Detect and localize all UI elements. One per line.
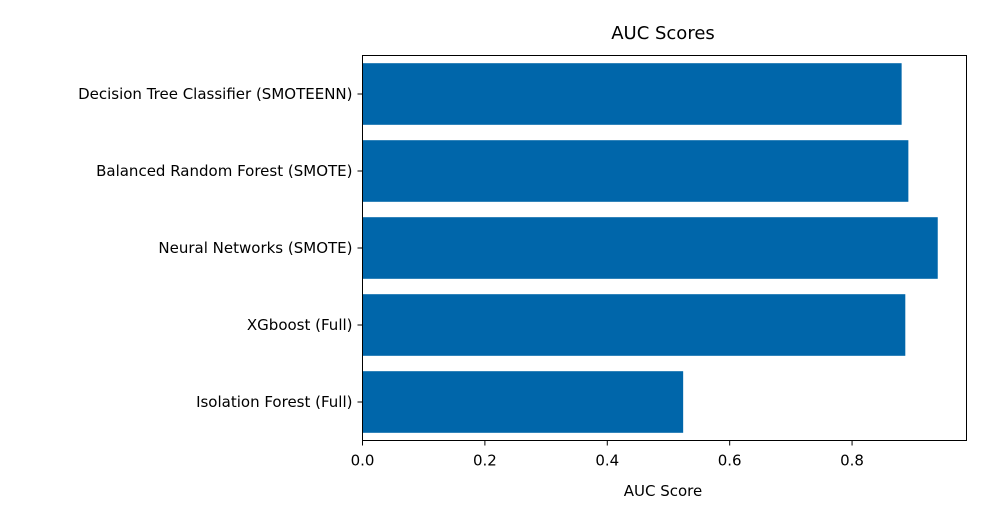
chart-title: AUC Scores: [611, 23, 715, 44]
y-tick-label: Balanced Random Forest (SMOTE): [96, 162, 352, 180]
x-axis-label: AUC Score: [624, 482, 703, 500]
y-tick-label: Decision Tree Classifier (SMOTEENN): [78, 85, 352, 103]
x-axis: 0.0 0.2 0.4 0.6 0.8: [351, 440, 864, 470]
x-tick-label: 0.8: [840, 452, 864, 470]
plot-frame: [362, 55, 967, 441]
y-axis: Decision Tree Classifier (SMOTEENN) Balan…: [78, 85, 363, 411]
bar: [362, 140, 909, 202]
bar: [362, 294, 906, 356]
bar: [362, 371, 684, 433]
bars-group: [362, 63, 938, 433]
x-tick-label: 0.4: [595, 452, 619, 470]
x-tick-label: 0.2: [473, 452, 497, 470]
y-tick-label: Neural Networks (SMOTE): [158, 239, 352, 257]
bar: [362, 63, 902, 125]
bar: [362, 217, 938, 279]
y-tick-label: XGboost (Full): [247, 316, 353, 334]
y-tick-label: Isolation Forest (Full): [196, 393, 352, 411]
x-tick-label: 0.6: [718, 452, 742, 470]
x-tick-label: 0.0: [351, 452, 375, 470]
